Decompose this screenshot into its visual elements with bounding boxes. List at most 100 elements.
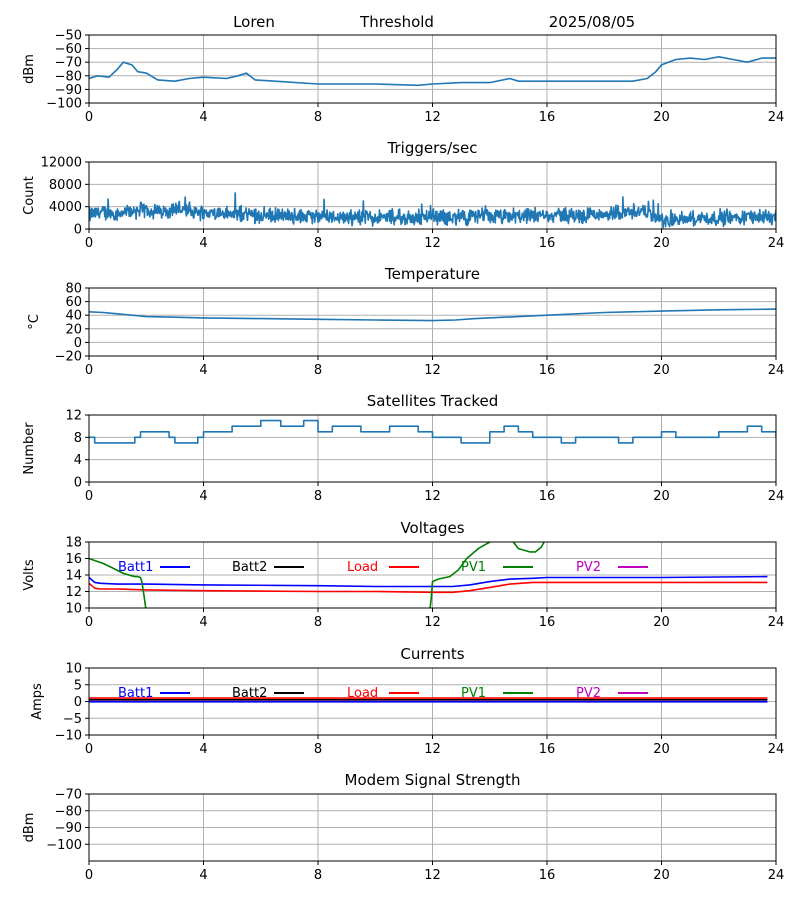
y-tick-label: −10 — [55, 729, 82, 744]
legend-label-pv2: PV2 — [576, 686, 601, 701]
y-tick-label: −60 — [55, 42, 82, 57]
grid-lines — [88, 414, 777, 483]
y-tick-label: 8 — [74, 431, 82, 446]
grid-lines — [88, 793, 777, 861]
y-axis-label: Volts — [22, 559, 37, 591]
chart-panel-signal: 0 4 8 12 16 20 24 −50−60−70−80−90−100 dBm — [22, 29, 784, 126]
x-tick-label: 24 — [768, 110, 785, 125]
y-tick-label: −70 — [55, 56, 82, 71]
x-tick-label: 20 — [653, 236, 670, 251]
y-tick-label: 12000 — [41, 156, 82, 171]
x-tick-label: 16 — [539, 489, 556, 504]
x-tick-label: 4 — [199, 110, 207, 125]
y-axis-label: °C — [27, 314, 42, 330]
series-group — [89, 192, 776, 229]
grid-lines — [88, 287, 777, 357]
header-station: Loren — [233, 13, 275, 31]
x-tick-label: 24 — [768, 868, 785, 883]
x-tick-label: 8 — [314, 236, 322, 251]
series-line-triggers-0 — [89, 192, 776, 229]
x-tick-label: 4 — [199, 489, 207, 504]
series-line-voltages-pv1 — [429, 542, 546, 608]
legend: Batt1 Batt2 Load PV1 PV2 — [118, 560, 648, 575]
x-tick-label: 12 — [424, 742, 441, 757]
chart-panel-modem: 0 4 8 12 16 20 24 −70−80 −90 −100 Modem Signal Str… — [22, 771, 784, 883]
series-line-voltages-load — [89, 581, 768, 594]
x-tick-label: 24 — [768, 489, 785, 504]
x-tick-label: 24 — [768, 615, 785, 630]
x-tick-label: 8 — [314, 615, 322, 630]
y-tick-label: −100 — [46, 97, 82, 112]
legend-label-load: Load — [347, 560, 378, 575]
legend-label-pv1: PV1 — [461, 560, 486, 575]
x-tick-label: 8 — [314, 363, 322, 378]
series-group — [89, 308, 776, 322]
y-axis-label: dBm — [22, 813, 37, 843]
series-group — [89, 419, 776, 444]
y-tick-label: 12 — [65, 585, 82, 600]
x-tick-label: 0 — [85, 236, 93, 251]
legend-label-load: Load — [347, 686, 378, 701]
y-tick-label: −80 — [55, 69, 82, 84]
y-tick-label: 10 — [65, 662, 82, 677]
series-group — [89, 542, 768, 608]
y-tick-label: 4000 — [49, 200, 82, 215]
x-tick-label: 4 — [199, 615, 207, 630]
x-tick-label: 8 — [314, 489, 322, 504]
x-tick-label: 12 — [424, 363, 441, 378]
legend-label-batt2: Batt2 — [232, 560, 267, 575]
y-tick-label: 60 — [65, 295, 82, 310]
x-tick-label: 0 — [85, 868, 93, 883]
chart-panel-satellites: 0 4 8 12 16 20 24 12 8 4 0 Satellites Tracked Number — [22, 392, 784, 504]
y-axis-label: dBm — [22, 54, 37, 84]
legend: Batt1 Batt2 Load PV1 PV2 — [118, 686, 648, 701]
x-tick-label: 20 — [653, 489, 670, 504]
x-tick-label: 24 — [768, 236, 785, 251]
x-tick-label: 8 — [314, 742, 322, 757]
header-date: 2025/08/05 — [549, 13, 635, 31]
series-group — [89, 56, 776, 87]
legend-label-batt2: Batt2 — [232, 686, 267, 701]
series-line-voltages-pv1 — [89, 557, 147, 608]
x-tick-label: 20 — [653, 110, 670, 125]
y-tick-label: −70 — [55, 788, 82, 803]
grid-lines — [88, 541, 777, 609]
x-tick-label: 20 — [653, 363, 670, 378]
y-tick-label: 0 — [74, 476, 82, 491]
y-tick-label: 14 — [65, 569, 82, 584]
x-tick-label: 12 — [424, 110, 441, 125]
y-tick-label: 20 — [65, 322, 82, 337]
x-tick-label: 16 — [539, 110, 556, 125]
x-tick-label: 16 — [539, 868, 556, 883]
x-tick-label: 4 — [199, 236, 207, 251]
x-tick-label: 4 — [199, 742, 207, 757]
x-tick-label: 20 — [653, 615, 670, 630]
x-tick-label: 0 — [85, 742, 93, 757]
x-tick-label: 0 — [85, 110, 93, 125]
legend-label-batt1: Batt1 — [118, 560, 153, 575]
y-tick-label: −50 — [55, 29, 82, 44]
legend-label-pv1: PV1 — [461, 686, 486, 701]
chart-title: Satellites Tracked — [367, 392, 498, 410]
y-tick-label: −90 — [55, 83, 82, 98]
x-tick-label: 12 — [424, 236, 441, 251]
y-tick-label: 0 — [74, 695, 82, 710]
chart-panel-triggers: 0 4 8 12 16 20 24 12000 8000 4000 0 Triggers/sec Cou… — [22, 139, 784, 251]
x-tick-label: 16 — [539, 615, 556, 630]
x-tick-label: 8 — [314, 110, 322, 125]
y-tick-label: −100 — [46, 838, 82, 853]
y-tick-label: −90 — [55, 821, 82, 836]
chart-title: Triggers/sec — [387, 139, 478, 157]
series-line-satellites-0 — [89, 419, 776, 444]
y-tick-label: 4 — [74, 453, 82, 468]
y-tick-label: 5 — [74, 678, 82, 693]
chart-title: Voltages — [400, 519, 464, 537]
x-tick-label: 12 — [424, 868, 441, 883]
y-tick-label: 80 — [65, 282, 82, 297]
x-tick-label: 12 — [424, 615, 441, 630]
series-group — [89, 697, 768, 703]
